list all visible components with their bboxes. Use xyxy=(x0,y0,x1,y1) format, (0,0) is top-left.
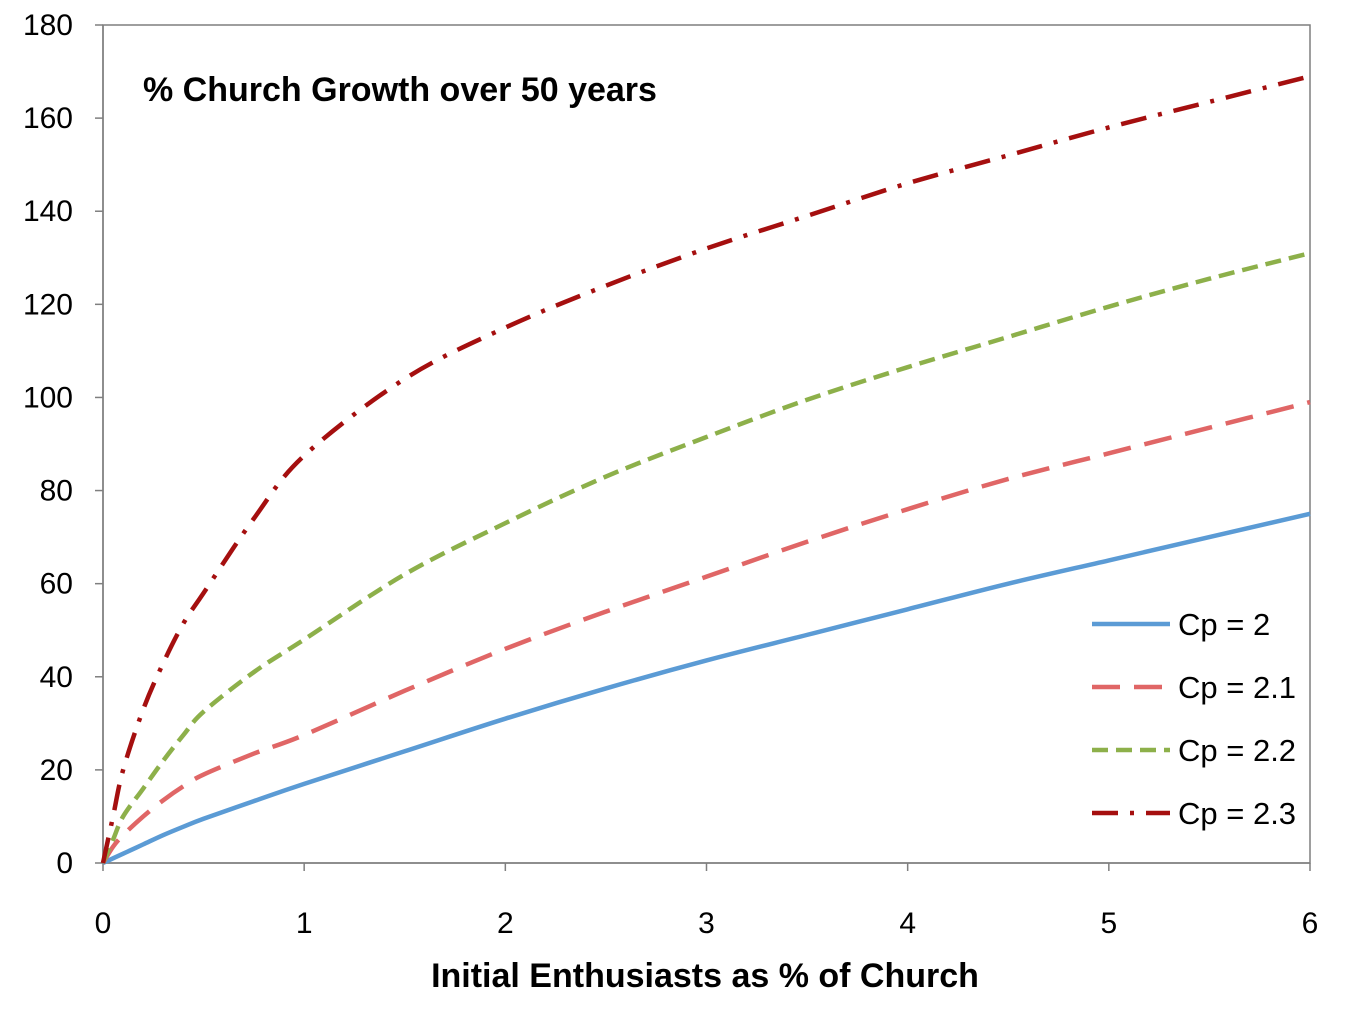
x-axis-title: Initial Enthusiasts as % of Church xyxy=(431,957,979,995)
series-line-4 xyxy=(100,74,1311,864)
x-tick-label: 0 xyxy=(95,907,112,940)
legend-label-3: Cp = 2.2 xyxy=(1178,733,1296,768)
legend-label-1: Cp = 2 xyxy=(1178,607,1270,642)
y-tick-label: 60 xyxy=(40,568,73,601)
legend-label-4: Cp = 2.3 xyxy=(1178,796,1296,831)
y-tick-label: 0 xyxy=(56,847,73,880)
series-line-3 xyxy=(100,250,1311,864)
axes: 0 20 40 60 80 100 120 140 160 180 0 1 2 3 4 5 6 xyxy=(23,9,1318,940)
x-tick-label: 2 xyxy=(497,907,514,940)
y-tick-label: 80 xyxy=(40,475,73,508)
legend: Cp = 2 Cp = 2.1 Cp = 2.2 Cp = 2.3 xyxy=(1092,607,1296,831)
x-tick-label: 1 xyxy=(296,907,313,940)
y-tick-label: 180 xyxy=(23,9,73,42)
plot-area xyxy=(102,24,1311,864)
x-tick-label: 4 xyxy=(899,907,916,940)
y-tick-label: 40 xyxy=(40,661,73,694)
series-line-2 xyxy=(101,399,1311,865)
y-tick-label: 100 xyxy=(23,381,73,414)
x-tick-label: 6 xyxy=(1302,907,1319,940)
series-lines xyxy=(100,74,1311,866)
y-tick-label: 160 xyxy=(23,102,73,135)
x-tick-label: 3 xyxy=(698,907,715,940)
chart-title: % Church Growth over 50 years xyxy=(143,71,657,109)
y-tick-label: 120 xyxy=(23,288,73,321)
y-tick-label: 140 xyxy=(23,195,73,228)
legend-label-2: Cp = 2.1 xyxy=(1178,670,1296,705)
series-line-1 xyxy=(102,511,1311,866)
y-tick-label: 20 xyxy=(40,754,73,787)
x-tick-label: 5 xyxy=(1100,907,1117,940)
